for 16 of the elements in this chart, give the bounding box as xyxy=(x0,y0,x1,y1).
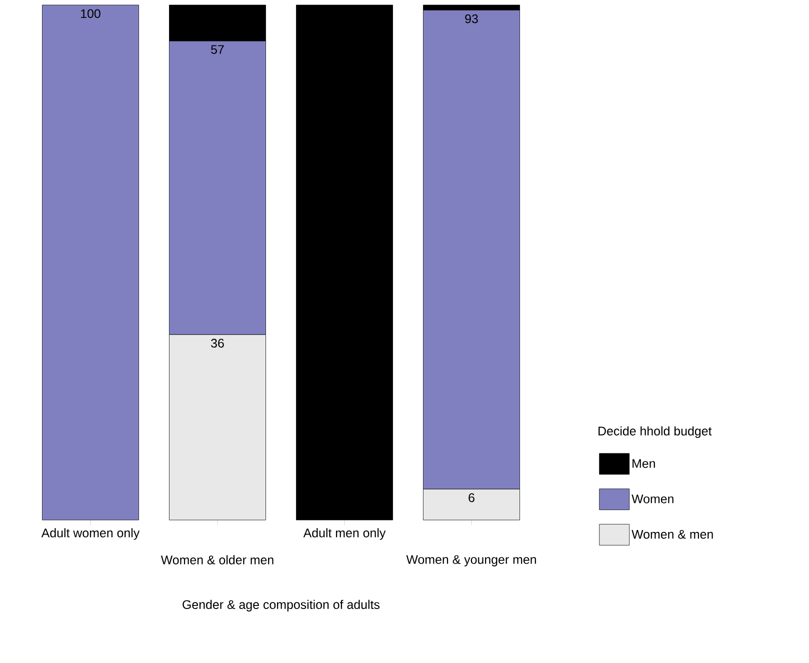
legend-title: Decide hhold budget xyxy=(598,426,712,438)
data-label: 36 xyxy=(211,338,224,348)
legend-label: Women & men xyxy=(632,530,713,539)
x-tick-label: Women & older men xyxy=(160,555,274,564)
x-tick-label: Adult men only xyxy=(303,528,386,540)
data-label: 6 xyxy=(468,493,474,502)
x-tick-label: Adult women only xyxy=(41,528,140,540)
data-label: 93 xyxy=(465,14,478,24)
x-axis-title: Gender & age composition of adults xyxy=(182,600,380,612)
legend-label: Women xyxy=(632,494,674,504)
legend-label: Men xyxy=(632,459,655,468)
bar xyxy=(296,4,393,520)
bar xyxy=(42,4,139,520)
data-label: 57 xyxy=(211,45,224,54)
x-tick-label: Women & younger men xyxy=(406,555,536,566)
data-label: 100 xyxy=(81,9,100,18)
